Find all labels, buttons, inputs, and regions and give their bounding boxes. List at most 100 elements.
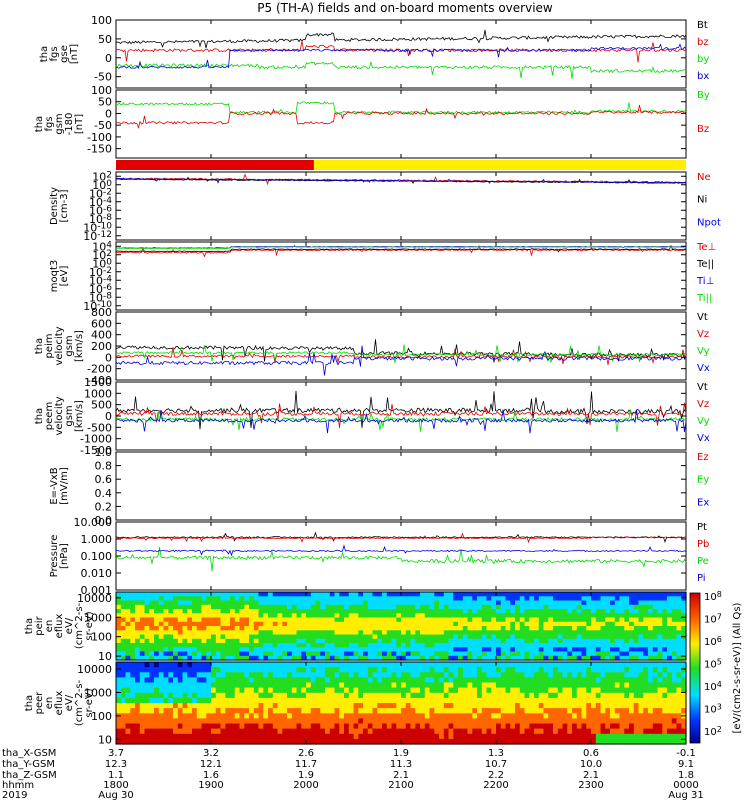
y-tick-label: -200 <box>87 363 112 376</box>
bottom-axis-tick-label: 10.7 <box>485 759 507 770</box>
legend-entry: Ex <box>697 497 709 508</box>
bottom-axis-tick-label: 1900 <box>198 780 223 791</box>
y-axis-label: [eV] <box>59 266 70 287</box>
panel-frame <box>115 451 687 521</box>
y-axis-label: velocity <box>54 396 65 435</box>
y-tick-label: 1500 <box>84 376 112 389</box>
y-axis-label: gsm <box>64 335 75 356</box>
y-tick-label: 0.6 <box>95 473 113 486</box>
mode-bar-segment <box>116 160 314 170</box>
legend-entry: Te⊥ <box>696 242 716 253</box>
y-axis-label: peir <box>34 615 45 635</box>
y-tick-label: 104 <box>92 240 112 253</box>
bottom-axis-tick-label: 11.3 <box>390 759 412 770</box>
y-tick-label: -1500 <box>80 444 112 457</box>
legend-entry: Pe <box>697 556 709 567</box>
legend-entry: Te|| <box>696 259 714 270</box>
y-axis-label: moqt3 <box>49 260 60 293</box>
colorbar-tick-label: 102 <box>704 725 722 738</box>
legend-entry: bx <box>697 71 709 82</box>
y-tick-label: 200 <box>91 340 112 353</box>
y-axis-label: tha <box>34 408 45 424</box>
y-tick-label: 500 <box>91 399 112 412</box>
y-axis-label: [cm-3] <box>59 189 70 222</box>
y-axis-label: peim <box>44 333 55 358</box>
legend-entry: Vz <box>697 399 709 410</box>
y-tick-label: 0.4 <box>95 487 113 500</box>
legend-entry: Pi <box>697 573 706 584</box>
y-axis-label: [km/s] <box>74 330 85 362</box>
y-tick-label: 10-8 <box>89 213 112 226</box>
bottom-axis-tick-label: 1800 <box>103 780 128 791</box>
y-tick-label: 102 <box>92 170 112 183</box>
legend-entry: Ni <box>697 195 707 206</box>
y-tick-label: 0 <box>105 351 112 364</box>
y-tick-label: 100 <box>92 179 112 192</box>
colorbar-tick-label: 107 <box>704 613 722 626</box>
y-axis-label: [nT] <box>74 114 85 134</box>
y-tick-label: 100 <box>91 14 112 27</box>
y-tick-label: 0.010 <box>81 567 113 580</box>
bottom-axis-tick-label: 2100 <box>388 780 413 791</box>
y-axis-label: Pressure <box>49 535 60 578</box>
bottom-axis-tick-label: 2.6 <box>298 748 314 759</box>
y-axis-label: peem <box>44 402 55 430</box>
panel-pressure: 10.000 1.000 0.100 0.010 0.001 Pressure [nPa] P… <box>49 516 709 597</box>
legend-entry: by <box>697 54 709 65</box>
legend-entry: Npot <box>697 217 721 228</box>
y-axis-label: -180 <box>64 113 75 136</box>
legend-entry: Ne <box>697 172 711 183</box>
y-tick-label: 10-6 <box>89 204 112 217</box>
y-tick-label: 10-12 <box>83 230 112 243</box>
y-axis-label: [nPa] <box>59 543 70 569</box>
y-tick-label: 0.0 <box>95 514 113 527</box>
y-tick-label: 1.000 <box>81 533 113 546</box>
colorbar-tick-label: 105 <box>704 658 722 671</box>
bottom-axis-tick-label: 10.0 <box>580 759 602 770</box>
bottom-axis-tick-label: 1.9 <box>298 770 314 781</box>
colorbar-tick-label: 108 <box>704 590 722 603</box>
legend-entry: Pb <box>697 539 709 550</box>
bottom-axis-tick-label: 2000 <box>293 780 318 791</box>
bottom-axis-row-label: tha_Z-GSM <box>2 770 57 781</box>
y-tick-label: 1.0 <box>95 446 113 459</box>
colorbar-gradient <box>689 592 701 744</box>
y-axis-label: (cm^2-s- <box>74 679 85 726</box>
colorbar-tick-label: 103 <box>704 703 722 716</box>
bottom-axis-tick-label: 9.1 <box>678 759 694 770</box>
bottom-axis-tick-label: 1.1 <box>108 770 124 781</box>
y-axis-label: en <box>44 697 55 710</box>
y-tick-label: 10-4 <box>89 274 112 287</box>
legend-entry: Vx <box>697 363 710 374</box>
bottom-axis-row-label: 2019 <box>2 790 27 800</box>
y-axis-label: gsm <box>54 113 65 134</box>
y-tick-label: 10000 <box>77 663 112 676</box>
panel-fgs: 100 50 0 -50 tha fgs gse [nT] Bt bz by bx <box>39 14 709 89</box>
bottom-axis-tick-label: 2200 <box>483 780 508 791</box>
bottom-axis-row-label: hhmm <box>2 780 34 791</box>
y-axis-label: tha <box>34 338 45 354</box>
bottom-axis-tick-label: 2.1 <box>583 770 599 781</box>
bottom-axis-tick-label: 0000 <box>673 780 698 791</box>
y-tick-label: 10-8 <box>89 291 112 304</box>
legend-entry: Ti|| <box>696 293 712 304</box>
y-axis-label: [nT] <box>69 44 80 64</box>
y-axis-label: (cm^2-s- <box>74 602 85 649</box>
y-axis-label: fgs <box>44 116 55 131</box>
y-tick-label: 0.2 <box>95 500 113 513</box>
y-tick-label: -50 <box>94 71 112 84</box>
legend-entry: bz <box>697 37 709 48</box>
bottom-axis-tick-label: 3.7 <box>108 748 124 759</box>
y-tick-label: -50 <box>94 119 112 132</box>
y-axis-label: E=-VxB <box>49 467 60 504</box>
y-axis-label: fgs <box>49 46 60 61</box>
y-tick-label: 1000 <box>84 387 112 400</box>
panel-mode_bar <box>116 160 686 170</box>
bottom-axis-tick-label: Aug 31 <box>668 790 703 800</box>
